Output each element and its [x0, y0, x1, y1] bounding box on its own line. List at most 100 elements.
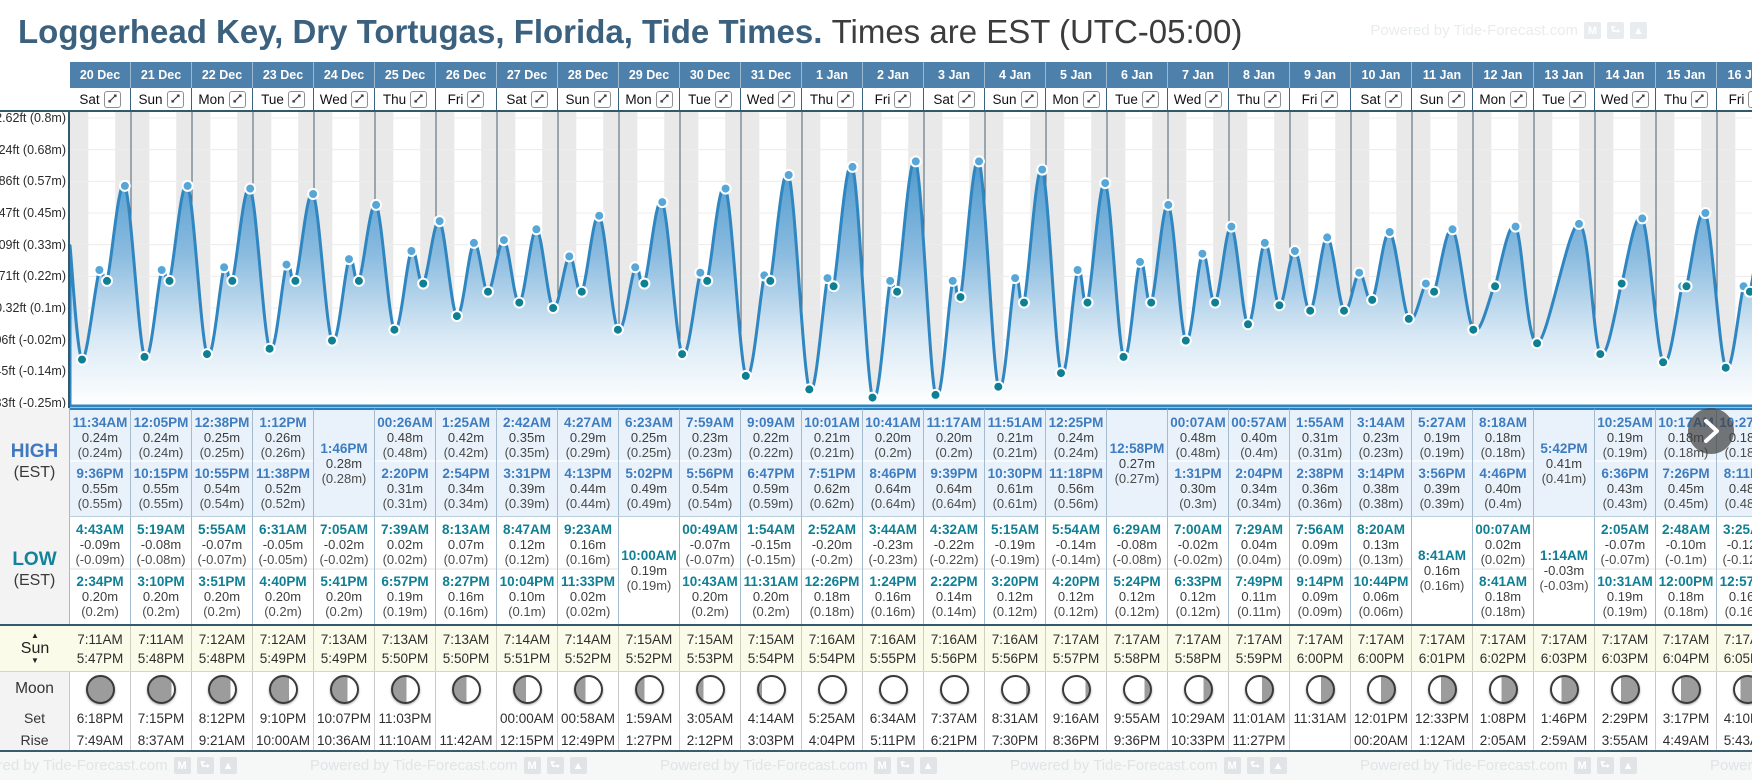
expand-day-button[interactable] — [287, 90, 305, 108]
sun-times-cell: 7:17AM 6:03PM — [1595, 626, 1656, 671]
tide-height-paren: (0.48m) — [1175, 445, 1221, 460]
weekday-label: Thu — [382, 91, 407, 107]
expand-day-button[interactable] — [228, 90, 246, 108]
moon-phase-icon — [1427, 674, 1457, 704]
weekday-label: Sat — [79, 91, 100, 107]
expand-day-button[interactable] — [837, 90, 855, 108]
sunrise-time: 7:16AM — [808, 631, 856, 647]
expand-day-button[interactable] — [655, 90, 673, 108]
tide-height-paren: (-0.08m) — [1112, 552, 1162, 567]
high-tide-cell: 9:09AM 0.22m (0.22m) 6:47PM 0.59m (0.59m) — [741, 408, 802, 516]
sunset-time: 5:50PM — [381, 650, 429, 666]
high-tide-time: 10:15PM — [133, 466, 189, 481]
expand-day-button[interactable] — [1141, 90, 1159, 108]
expand-day-button[interactable] — [1509, 90, 1527, 108]
expand-day-button[interactable] — [1082, 90, 1100, 108]
low-tide-entry: 4:20PM 0.12m (0.12m) — [1046, 568, 1106, 619]
tide-height: 0.18m — [1484, 430, 1522, 445]
sunset-time: 5:52PM — [625, 650, 673, 666]
sun-times-cell: 7:16AM 5:55PM — [863, 626, 924, 671]
tide-height-paren: (-0.07m) — [685, 552, 735, 567]
date-header-cell: 23 Dec — [253, 62, 314, 88]
moonrise-time: 00:20AM — [1351, 730, 1412, 750]
weekday-cell: Mon — [1046, 88, 1107, 112]
sunset-time: 5:48PM — [137, 650, 185, 666]
expand-day-button[interactable] — [894, 90, 912, 108]
tide-height: 0.36m — [1301, 481, 1339, 496]
expand-day-button[interactable] — [1384, 90, 1402, 108]
sun-row-label: ▲ Sun ▼ — [0, 626, 70, 671]
tide-height: -0.07m — [201, 537, 243, 552]
low-tide-entry: 1:24PM 0.16m (0.16m) — [863, 568, 923, 619]
date-header-cell: 6 Jan — [1107, 62, 1168, 88]
expand-day-button[interactable] — [1205, 90, 1223, 108]
expand-day-button[interactable] — [1264, 90, 1282, 108]
low-tide-time: 4:40PM — [259, 574, 307, 589]
tide-height: 0.20m — [142, 589, 180, 604]
next-page-button[interactable] — [1688, 408, 1734, 454]
low-tide-time: 3:25AM — [1722, 522, 1752, 537]
expand-day-button[interactable] — [1568, 90, 1586, 108]
sun-times-cell: 7:11AM 5:47PM — [70, 626, 131, 671]
expand-day-button[interactable] — [1632, 90, 1650, 108]
high-tide-entry: 3:56PM 0.39m (0.39m) — [1412, 460, 1472, 511]
low-tide-time: 9:23AM — [563, 522, 612, 537]
tide-height-paren: (0.11m) — [1237, 604, 1281, 619]
date-header-cell: 30 Dec — [680, 62, 741, 88]
expand-day-button[interactable] — [714, 90, 732, 108]
high-tide-time: 6:23AM — [624, 415, 673, 430]
sunrise-time: 7:17AM — [1113, 631, 1161, 647]
date-header-cell: 15 Jan — [1656, 62, 1717, 88]
expand-day-button[interactable] — [778, 90, 796, 108]
expand-day-button[interactable] — [957, 90, 975, 108]
high-tide-cell: 2:42AM 0.35m (0.35m) 3:31PM 0.39m (0.39m) — [497, 408, 558, 516]
expand-day-button[interactable] — [103, 90, 121, 108]
low-tide-time: 8:41AM — [1417, 548, 1466, 563]
y-axis-tick-label: 1.47ft (0.45m) — [0, 206, 66, 220]
low-tide-entry: 7:29AM 0.04m (0.04m) — [1229, 522, 1289, 567]
sunset-time: 5:49PM — [320, 650, 368, 666]
sunset-time: 5:51PM — [503, 650, 551, 666]
high-tide-entry: 4:13PM 0.44m (0.44m) — [558, 460, 618, 511]
wave-icon: M — [1584, 22, 1601, 39]
tide-height-paren: (0.2m) — [81, 604, 119, 619]
tide-height-paren: (-0.02m) — [319, 552, 369, 567]
low-tide-entry: 6:57PM 0.19m (0.19m) — [375, 568, 435, 619]
tide-height: 0.40m — [1484, 481, 1522, 496]
high-tide-time: 7:51PM — [808, 466, 856, 481]
expand-icon — [470, 92, 481, 107]
sun-times-cell: 7:17AM 6:01PM — [1412, 626, 1473, 671]
expand-day-button[interactable] — [166, 90, 184, 108]
sunrise-time: 7:17AM — [1418, 631, 1466, 647]
high-tide-cell: 1:46PM 0.28m (0.28m) — [314, 408, 375, 516]
low-tide-time: 7:00AM — [1173, 522, 1222, 537]
expand-day-button[interactable] — [1447, 90, 1465, 108]
high-tide-cell: 11:34AM 0.24m (0.24m) 9:36PM 0.55m (0.55m) — [70, 408, 131, 516]
expand-day-button[interactable] — [1691, 90, 1709, 108]
expand-day-button[interactable] — [1321, 90, 1339, 108]
high-tide-entry: 3:14AM 0.23m (0.23m) — [1351, 415, 1411, 460]
moonset-time: 11:03PM — [375, 706, 436, 730]
expand-day-button[interactable] — [530, 90, 548, 108]
moonset-time: 9:10PM — [253, 706, 314, 730]
y-axis-tick-label: 0.71ft (0.22m) — [0, 269, 66, 284]
expand-day-button[interactable] — [1748, 90, 1752, 108]
sunset-time: 5:56PM — [930, 650, 978, 666]
tide-height: 0.29m — [569, 430, 607, 445]
high-tide-entry: 2:20PM 0.31m (0.31m) — [375, 460, 435, 511]
low-tide-time: 2:05AM — [1600, 522, 1649, 537]
expand-day-button[interactable] — [1020, 90, 1038, 108]
sunrise-time: 7:14AM — [503, 631, 551, 647]
tide-height-paren: (-0.12m) — [1722, 552, 1752, 567]
moonset-time: 7:37AM — [924, 706, 985, 730]
high-tide-cell: 00:57AM 0.40m (0.4m) 2:04PM 0.34m (0.34m) — [1229, 408, 1290, 516]
weekday-label: Sun — [138, 91, 163, 107]
expand-day-button[interactable] — [593, 90, 611, 108]
high-tide-entry: 2:42AM 0.35m (0.35m) — [497, 415, 557, 460]
expand-day-button[interactable] — [410, 90, 428, 108]
expand-day-button[interactable] — [351, 90, 369, 108]
weekday-cell: Sun — [558, 88, 619, 112]
expand-day-button[interactable] — [467, 90, 485, 108]
weekday-cell: Wed — [741, 88, 802, 112]
low-tide-entry: 2:48AM -0.10m (-0.1m) — [1656, 522, 1716, 567]
